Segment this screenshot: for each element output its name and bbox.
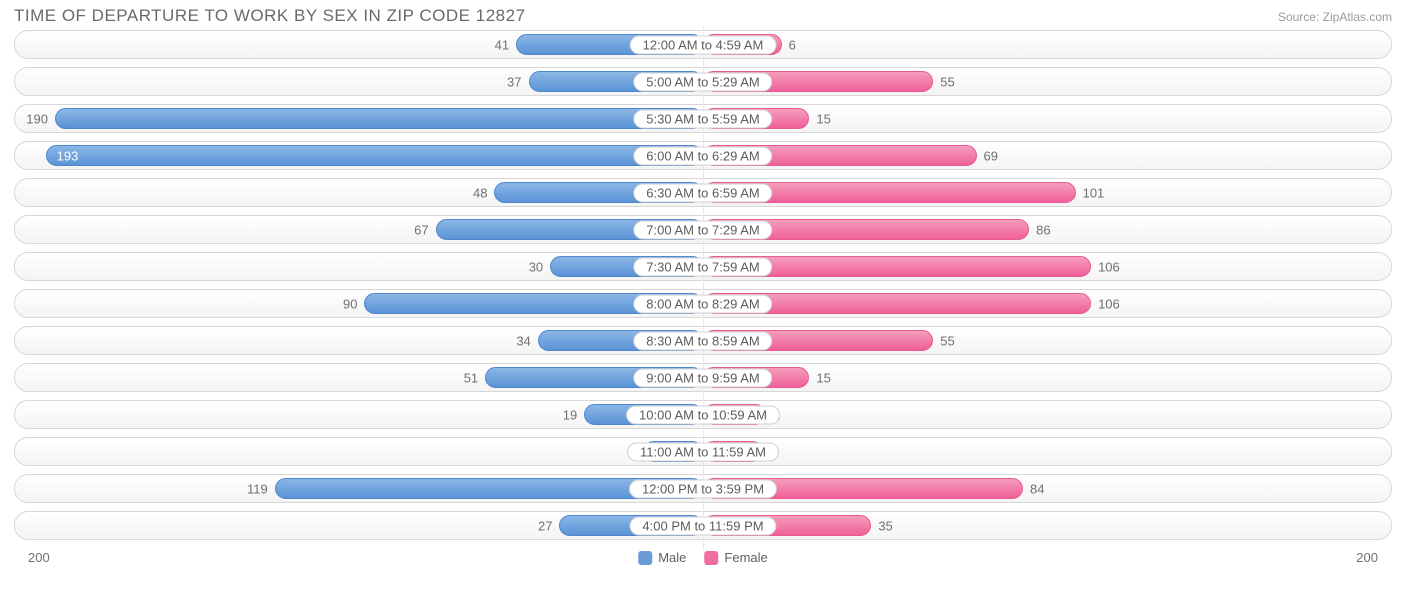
center-axis-line (703, 26, 704, 550)
category-label: 12:00 PM to 3:59 PM (629, 479, 777, 498)
chart-footer: 200 200 Male Female (0, 548, 1406, 574)
legend: Male Female (638, 550, 768, 565)
chart-title: TIME OF DEPARTURE TO WORK BY SEX IN ZIP … (14, 6, 526, 26)
category-label: 9:00 AM to 9:59 AM (633, 368, 772, 387)
legend-item-male: Male (638, 550, 686, 565)
value-male: 27 (538, 518, 552, 533)
value-male: 30 (529, 259, 543, 274)
source-attribution: Source: ZipAtlas.com (1278, 6, 1392, 24)
value-female: 6 (789, 37, 796, 52)
bar-male (55, 108, 703, 129)
value-female: 69 (984, 148, 998, 163)
category-label: 5:30 AM to 5:59 AM (633, 109, 772, 128)
value-male: 19 (563, 407, 577, 422)
legend-label-male: Male (658, 550, 686, 565)
axis-label-right: 200 (1356, 550, 1378, 565)
category-label: 8:30 AM to 8:59 AM (633, 331, 772, 350)
category-label: 5:00 AM to 5:29 AM (633, 72, 772, 91)
value-male: 51 (464, 370, 478, 385)
value-female: 106 (1098, 259, 1120, 274)
value-female: 55 (940, 333, 954, 348)
category-label: 8:00 AM to 8:29 AM (633, 294, 772, 313)
axis-label-left: 200 (28, 550, 50, 565)
value-male: 37 (507, 74, 521, 89)
value-male: 90 (343, 296, 357, 311)
value-male: 48 (473, 185, 487, 200)
value-male: 67 (414, 222, 428, 237)
category-label: 12:00 AM to 4:59 AM (630, 35, 777, 54)
value-female: 35 (878, 518, 892, 533)
value-female: 55 (940, 74, 954, 89)
legend-item-female: Female (704, 550, 767, 565)
value-female: 101 (1083, 185, 1105, 200)
category-label: 11:00 AM to 11:59 AM (627, 442, 779, 461)
category-label: 6:30 AM to 6:59 AM (633, 183, 772, 202)
value-male: 193 (57, 148, 79, 163)
legend-swatch-male (638, 551, 652, 565)
category-label: 10:00 AM to 10:59 AM (626, 405, 780, 424)
value-male: 41 (495, 37, 509, 52)
legend-label-female: Female (724, 550, 767, 565)
category-label: 7:30 AM to 7:59 AM (633, 257, 772, 276)
category-label: 6:00 AM to 6:29 AM (633, 146, 772, 165)
legend-swatch-female (704, 551, 718, 565)
value-male: 119 (247, 481, 268, 496)
value-female: 84 (1030, 481, 1044, 496)
value-female: 86 (1036, 222, 1050, 237)
value-female: 15 (816, 370, 830, 385)
value-female: 15 (816, 111, 830, 126)
category-label: 4:00 PM to 11:59 PM (629, 516, 776, 535)
bar-male (46, 145, 703, 166)
value-male: 190 (26, 111, 48, 126)
category-label: 7:00 AM to 7:29 AM (633, 220, 772, 239)
value-male: 34 (516, 333, 530, 348)
value-female: 106 (1098, 296, 1120, 311)
